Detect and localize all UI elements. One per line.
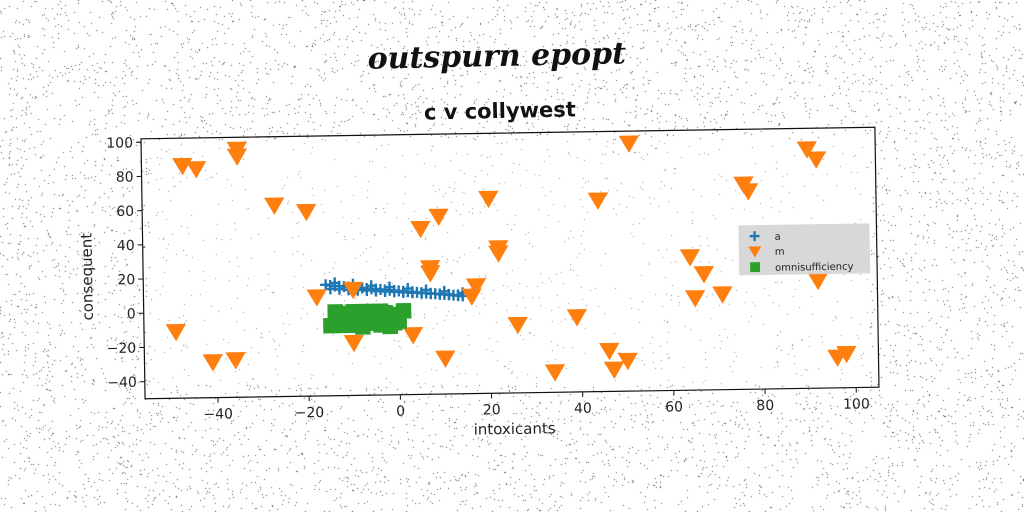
data-point	[226, 148, 248, 166]
data-point	[679, 249, 701, 267]
data-point	[544, 364, 566, 382]
data-point	[712, 286, 733, 304]
data-point	[599, 342, 620, 361]
legend-markers	[748, 231, 762, 273]
data-point	[306, 289, 327, 307]
y-tick-label: −20	[107, 341, 137, 357]
data-point	[185, 161, 207, 179]
series-m	[165, 135, 857, 382]
y-tick-label: 20	[117, 272, 135, 288]
data-point	[332, 309, 348, 325]
x-tick-label: −20	[295, 405, 325, 421]
series-omnisufficiency	[323, 303, 412, 335]
legend-marker-m	[748, 246, 762, 258]
data-point	[488, 245, 509, 263]
data-point	[391, 313, 408, 330]
data-point	[384, 281, 396, 293]
x-tick-label: 20	[483, 402, 501, 418]
data-point	[402, 283, 414, 295]
data-point	[365, 280, 377, 292]
y-tick-label: 0	[127, 306, 136, 322]
x-tick-label: 40	[574, 401, 592, 417]
x-tick-label: −40	[203, 406, 233, 422]
data-point	[618, 135, 639, 153]
data-point	[796, 141, 817, 159]
legend-label-a: a	[775, 232, 781, 243]
data-point	[402, 327, 424, 345]
data-point	[438, 285, 450, 297]
chart-title: c v collywest	[424, 97, 576, 124]
data-point	[737, 183, 759, 201]
series-a	[320, 277, 469, 302]
plot-area: −40 −20 0 20 40 60 80 100 −40 −20 0 20 40 60 80 100 a …	[77, 126, 880, 439]
data-point	[617, 352, 638, 371]
x-axis-ticks: −40 −20 0 20 40 60 80 100	[203, 387, 870, 423]
data-point	[420, 284, 432, 296]
data-point	[435, 350, 456, 368]
data-point	[377, 310, 394, 326]
x-tick-label: 60	[665, 399, 683, 415]
y-tick-label: −40	[107, 375, 137, 391]
y-tick-label: 40	[117, 238, 135, 254]
x-tick-label: 0	[396, 404, 405, 420]
data-point	[295, 203, 317, 222]
data-point	[684, 290, 706, 308]
y-axis-ticks: −40 −20 0 20 40 60 80 100	[106, 135, 145, 391]
data-point	[202, 354, 223, 372]
data-point	[342, 281, 364, 300]
data-point	[428, 208, 449, 227]
data-point	[507, 316, 528, 335]
data-point	[343, 334, 364, 353]
data-point	[329, 277, 341, 289]
data-point	[165, 323, 186, 342]
data-point	[603, 361, 625, 379]
data-point	[263, 197, 285, 215]
legend-label-omnisufficiency: omnisufficiency	[775, 262, 854, 274]
y-axis-label: consequent	[77, 233, 96, 321]
chart-suptitle: outspurn epopt	[367, 36, 626, 76]
legend-marker-omnisufficiency	[750, 262, 761, 273]
data-point	[836, 345, 857, 364]
legend: a m omnisufficiency	[738, 223, 871, 276]
y-tick-label: 80	[116, 170, 134, 186]
data-point	[587, 192, 608, 210]
x-tick-label: 100	[843, 396, 870, 412]
plot-frame	[140, 126, 880, 400]
x-tick-label: 80	[756, 398, 774, 414]
data-point	[420, 265, 441, 283]
data-point	[566, 309, 587, 327]
data-point	[478, 190, 499, 209]
data-point	[461, 288, 482, 306]
data-point	[805, 151, 827, 169]
legend-box	[738, 223, 871, 276]
legend-marker-a	[749, 231, 760, 242]
data-point	[410, 220, 431, 239]
data-point	[225, 352, 246, 370]
x-axis-label: intoxicants	[473, 419, 555, 438]
data-point	[807, 272, 829, 291]
data-point	[359, 308, 376, 325]
y-tick-label: 100	[106, 135, 133, 151]
series-layer	[165, 135, 857, 382]
legend-label-m: m	[775, 247, 785, 258]
y-tick-label: 60	[116, 204, 134, 220]
data-point	[465, 278, 487, 296]
data-point	[693, 266, 714, 284]
